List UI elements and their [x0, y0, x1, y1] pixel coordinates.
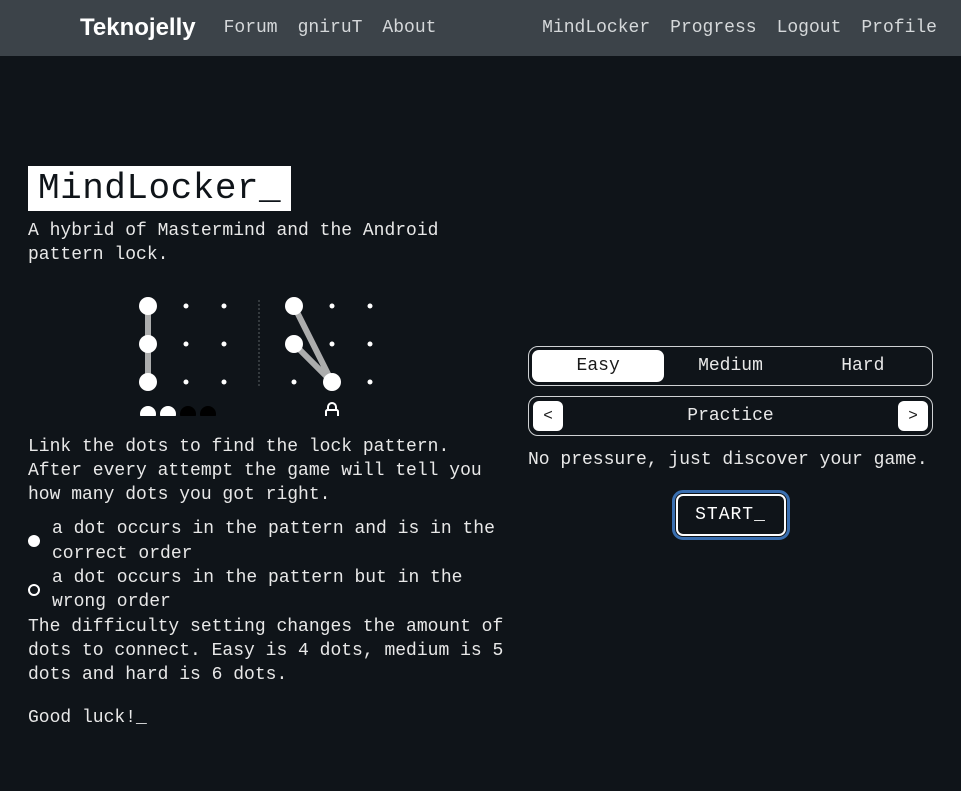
nav-link-profile[interactable]: Profile	[861, 18, 937, 38]
nav-link-about[interactable]: About	[382, 18, 436, 38]
nav-link-mindlocker[interactable]: MindLocker	[542, 18, 650, 38]
nav-right-group: MindLocker Progress Logout Profile	[542, 18, 937, 38]
nav-link-gnirut[interactable]: gniruT	[298, 18, 363, 38]
nav-link-forum[interactable]: Forum	[224, 18, 278, 38]
nav-link-logout[interactable]: Logout	[777, 18, 842, 38]
difficulty-option-medium[interactable]: Medium	[664, 350, 796, 382]
difficulty-option-hard[interactable]: Hard	[797, 350, 929, 382]
pattern-diagram-svg	[138, 296, 418, 416]
goodluck-text: Good luck!_	[28, 706, 508, 730]
main-content: MindLocker_ A hybrid of Mastermind and t…	[0, 56, 961, 730]
hollow-dot-icon	[28, 584, 40, 596]
legend-text: a dot occurs in the pattern but in the w…	[52, 566, 508, 615]
start-button[interactable]: START_	[676, 494, 786, 536]
legend-text: a dot occurs in the pattern and is in th…	[52, 517, 508, 566]
controls-column: Easy Medium Hard < Practice > No pressur…	[528, 166, 933, 730]
mode-label: Practice	[563, 406, 898, 426]
instructions-text: Link the dots to find the lock pattern. …	[28, 435, 508, 508]
nav-left-group: Forum gniruT About	[224, 18, 437, 38]
description-column: MindLocker_ A hybrid of Mastermind and t…	[28, 166, 508, 730]
legend-item-correct-order: a dot occurs in the pattern and is in th…	[28, 517, 508, 566]
mode-description: No pressure, just discover your game.	[528, 450, 933, 470]
legend: a dot occurs in the pattern and is in th…	[28, 517, 508, 614]
mode-prev-button[interactable]: <	[533, 401, 563, 431]
navbar: Teknojelly Forum gniruT About MindLocker…	[0, 0, 961, 56]
brand-logo[interactable]: Teknojelly	[80, 14, 196, 42]
pattern-diagram	[138, 296, 508, 421]
mode-selector: < Practice >	[528, 396, 933, 436]
difficulty-text: The difficulty setting changes the amoun…	[28, 615, 508, 688]
difficulty-option-easy[interactable]: Easy	[532, 350, 664, 382]
page-title: MindLocker_	[28, 166, 291, 211]
difficulty-segmented: Easy Medium Hard	[528, 346, 933, 386]
mode-next-button[interactable]: >	[898, 401, 928, 431]
page-subtitle: A hybrid of Mastermind and the Android p…	[28, 219, 458, 268]
legend-item-wrong-order: a dot occurs in the pattern but in the w…	[28, 566, 508, 615]
filled-dot-icon	[28, 535, 40, 547]
nav-link-progress[interactable]: Progress	[670, 18, 756, 38]
